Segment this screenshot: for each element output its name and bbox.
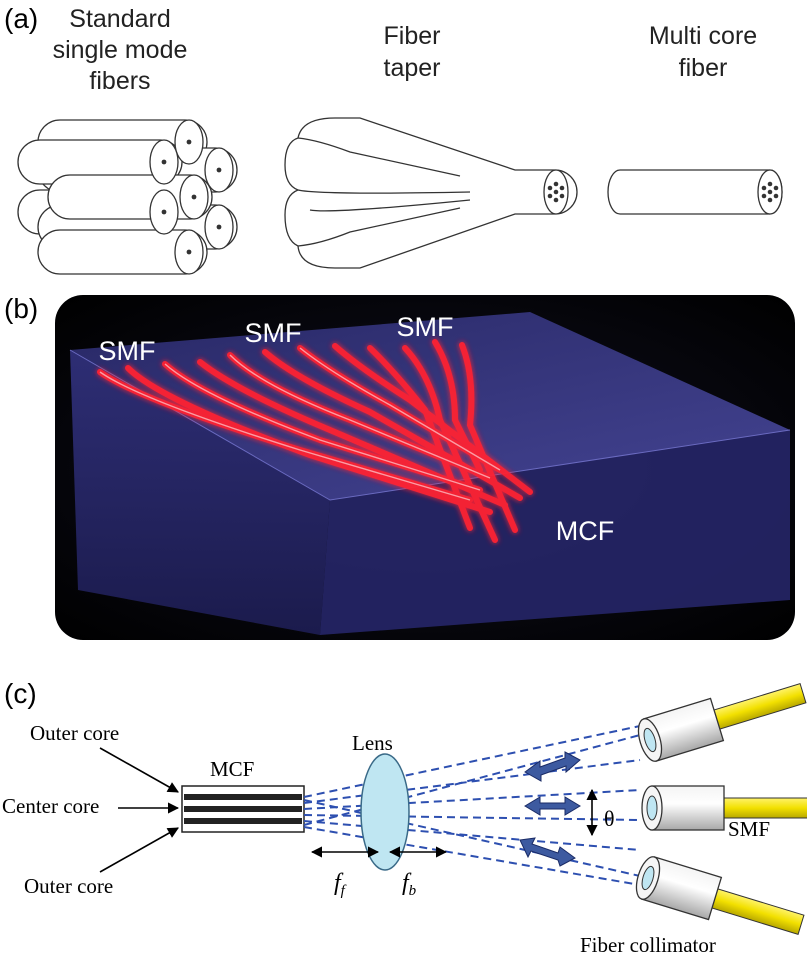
- ff-label: ff: [334, 870, 347, 899]
- glass-chip: [69, 312, 791, 635]
- smf-title-line-3: fibers: [89, 67, 150, 95]
- collimator-middle: [641, 785, 807, 831]
- mcf-title-line-2: fiber: [679, 54, 728, 82]
- center-core-label: Center core: [2, 794, 99, 818]
- panel-a-label: (a): [4, 3, 38, 34]
- core-pointer-arrows: [99, 747, 180, 873]
- svg-text:θ: θ: [604, 806, 615, 831]
- collimator-bottom: [635, 856, 805, 935]
- mcf-block: [181, 785, 305, 833]
- mcf-title-line-1: Multi core: [649, 22, 757, 50]
- theta-indicator: θ: [586, 788, 615, 837]
- smf-label-right: SMF: [397, 312, 454, 342]
- smf-label-middle: SMF: [245, 318, 302, 348]
- panel-c-label: (c): [4, 678, 37, 709]
- waveguide-highlights: [99, 347, 501, 501]
- panel-b: (b): [4, 293, 795, 640]
- lens: [360, 753, 410, 871]
- outer-core-bottom-label: Outer core: [24, 874, 113, 898]
- panel-c: (c) Outer core Center core Outer core MC…: [2, 678, 807, 957]
- mcf-label-c: MCF: [210, 757, 254, 781]
- panel-b-label: (b): [4, 293, 38, 324]
- collimator-top: [637, 683, 807, 762]
- fiber-taper: [284, 117, 578, 269]
- smf-title-line-2: single mode: [53, 36, 188, 64]
- taper-title-line-1: Fiber: [384, 22, 441, 50]
- smf-title-line-1: Standard: [69, 5, 170, 33]
- lens-label: Lens: [352, 731, 393, 755]
- fiber-bundle: [17, 119, 238, 275]
- mcf-label-b: MCF: [556, 516, 614, 546]
- smf-label-left: SMF: [99, 336, 156, 366]
- smf-label-c: SMF: [728, 817, 770, 841]
- taper-title-line-2: taper: [384, 54, 441, 82]
- alignment-arrows: [519, 751, 581, 867]
- fb-label: fb: [402, 870, 417, 899]
- beam-paths: [303, 725, 641, 886]
- panel-a: (a) Standard single mode fibers Fiber ta…: [4, 3, 783, 275]
- outer-core-top-label: Outer core: [30, 721, 119, 745]
- multi-core-fiber: [607, 169, 783, 215]
- fiber-collimator-label: Fiber collimator: [580, 933, 716, 957]
